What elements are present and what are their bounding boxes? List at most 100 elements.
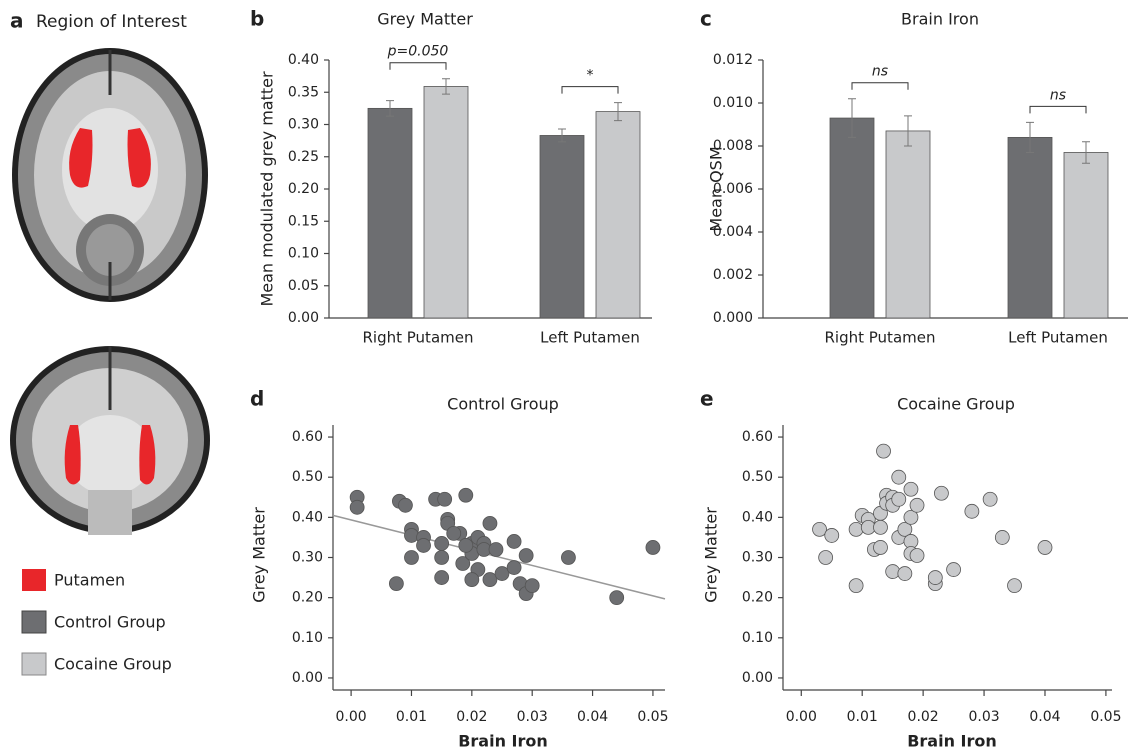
y-tick-label: 0.002	[713, 267, 753, 283]
scatter-point	[610, 591, 624, 605]
x-tick-label: 0.05	[1090, 709, 1121, 725]
scatter-point	[389, 577, 403, 591]
y-tick-label: 0.30	[742, 550, 773, 566]
scatter-point	[892, 492, 906, 506]
annotation: *	[587, 68, 594, 84]
x-axis-label: Brain Iron	[907, 732, 997, 751]
y-tick-label: 0.00	[288, 310, 319, 326]
y-tick-label: 0.50	[292, 469, 323, 485]
y-tick-label: 0.10	[292, 630, 323, 646]
x-tick-label: 0.05	[637, 709, 668, 725]
y-tick-label: 0.20	[742, 590, 773, 606]
trend-line	[333, 515, 665, 599]
chart-title: Grey Matter	[377, 10, 473, 29]
legend-label: Cocaine Group	[54, 655, 172, 674]
y-tick-label: 0.50	[742, 469, 773, 485]
x-tick-label: 0.02	[456, 709, 487, 725]
significance-bracket	[852, 83, 908, 90]
y-tick-label: 0.05	[288, 278, 319, 294]
axial-brain	[12, 48, 208, 302]
y-tick-label: 0.000	[713, 310, 753, 326]
scatter-point	[873, 520, 887, 534]
annotation: ns	[1050, 87, 1066, 103]
bar	[1008, 137, 1052, 318]
panel-letter: d	[250, 387, 264, 411]
significance-bracket	[390, 63, 446, 70]
x-tick-label: 0.03	[968, 709, 999, 725]
chart-title: Cocaine Group	[897, 395, 1015, 414]
significance-bracket	[1030, 106, 1086, 113]
scatter-point	[404, 528, 418, 542]
scatter-point	[1008, 579, 1022, 593]
scatter-point	[910, 498, 924, 512]
x-tick-label: Right Putamen	[825, 329, 936, 347]
scatter-point	[404, 551, 418, 565]
chart-title: Brain Iron	[901, 10, 979, 29]
x-tick-label: 0.01	[396, 709, 427, 725]
panel-letter: a	[10, 9, 24, 33]
bar	[830, 118, 874, 318]
y-tick-label: 0.00	[742, 670, 773, 686]
x-tick-label: 0.00	[336, 709, 367, 725]
y-axis-label: Mean modulated grey matter	[258, 71, 277, 307]
scatter-point	[435, 571, 449, 585]
scatter-point	[519, 548, 533, 562]
legend-label: Putamen	[54, 571, 125, 590]
scatter-point	[435, 536, 449, 550]
panel-letter: b	[250, 7, 264, 31]
x-tick-label: 0.03	[517, 709, 548, 725]
x-tick-label: 0.02	[908, 709, 939, 725]
scatter-point	[1038, 540, 1052, 554]
x-tick-label: Left Putamen	[1008, 329, 1108, 347]
y-tick-label: 0.40	[292, 509, 323, 525]
scatter-point	[904, 482, 918, 496]
y-tick-label: 0.010	[713, 95, 753, 111]
y-tick-label: 0.008	[713, 138, 753, 154]
annotation: ns	[872, 64, 888, 80]
y-axis-label: Grey Matter	[702, 507, 721, 603]
x-tick-label: 0.04	[1029, 709, 1060, 725]
bar	[540, 135, 584, 318]
panel-title: Region of Interest	[36, 12, 187, 32]
legend-swatch	[22, 653, 46, 675]
scatter-point	[877, 444, 891, 458]
x-tick-label: Left Putamen	[540, 329, 640, 347]
bar	[1064, 152, 1108, 318]
y-tick-label: 0.35	[288, 84, 319, 100]
bar	[886, 131, 930, 318]
scatter-point	[483, 516, 497, 530]
scatter-point	[507, 561, 521, 575]
y-tick-label: 0.30	[288, 117, 319, 133]
y-tick-label: 0.006	[713, 181, 753, 197]
scatter-point	[886, 565, 900, 579]
legend-label: Control Group	[54, 613, 166, 632]
scatter-point	[489, 542, 503, 556]
y-tick-label: 0.20	[288, 181, 319, 197]
scatter-point	[438, 492, 452, 506]
x-tick-label: 0.04	[577, 709, 608, 725]
scatter-point	[507, 534, 521, 548]
scatter-point	[459, 538, 473, 552]
scatter-point	[928, 571, 942, 585]
scatter-point	[561, 551, 575, 565]
scatter-point	[983, 492, 997, 506]
scatter-point	[965, 504, 979, 518]
y-axis-label: Grey Matter	[250, 507, 269, 603]
y-tick-label: 0.10	[288, 246, 319, 262]
scatter-point	[459, 488, 473, 502]
bar	[596, 112, 640, 318]
scatter-point	[350, 500, 364, 514]
scatter-point	[947, 563, 961, 577]
x-tick-label: 0.01	[847, 709, 878, 725]
y-tick-label: 0.004	[713, 224, 753, 240]
scatter-point	[819, 551, 833, 565]
y-tick-label: 0.40	[742, 509, 773, 525]
scatter-point	[465, 573, 479, 587]
y-tick-label: 0.40	[288, 52, 319, 68]
y-tick-label: 0.00	[292, 670, 323, 686]
annotation: p=0.050	[387, 44, 449, 60]
bar	[424, 86, 468, 318]
scatter-point	[825, 528, 839, 542]
scatter-point	[417, 538, 431, 552]
bar	[368, 108, 412, 318]
